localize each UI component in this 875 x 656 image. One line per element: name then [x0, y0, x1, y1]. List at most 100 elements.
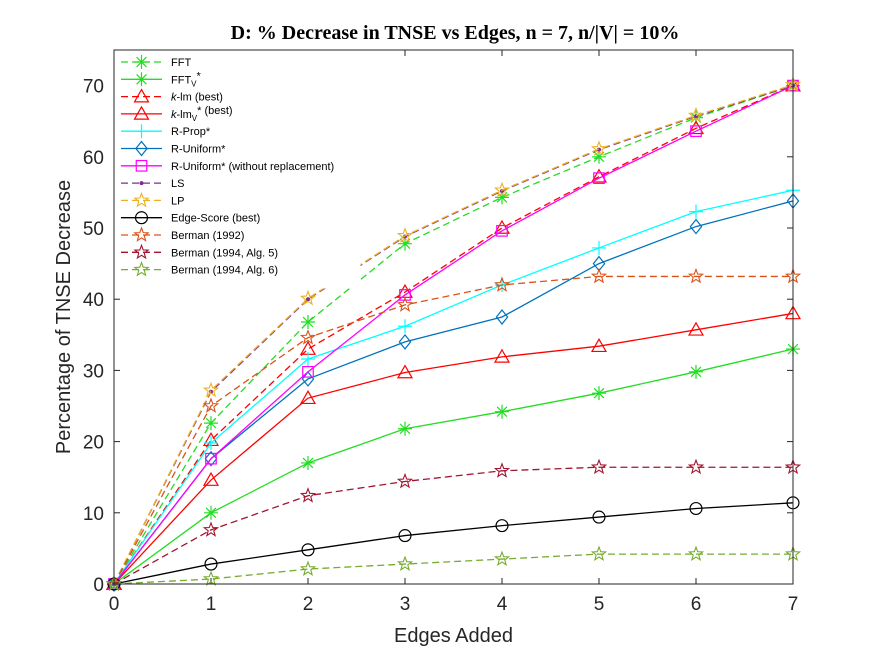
legend-label: FFTV*	[171, 70, 202, 88]
legend-marker	[133, 191, 150, 208]
y-tick-label: 0	[93, 575, 104, 596]
data-point	[301, 543, 315, 557]
legend-label-text: -lm	[177, 109, 192, 121]
x-axis-label: Edges Added	[394, 625, 513, 647]
legend-label: Edge-Score (best)	[171, 213, 260, 225]
data-point	[302, 365, 314, 378]
data-point	[398, 421, 412, 436]
data-point	[592, 240, 606, 255]
data-point	[202, 381, 220, 398]
legend-marker	[135, 140, 148, 157]
data-point	[204, 557, 218, 571]
data-point	[493, 462, 511, 478]
data-point	[590, 140, 608, 156]
data-point	[301, 314, 315, 329]
x-tick-label: 1	[206, 594, 217, 615]
legend-marker	[135, 159, 148, 172]
legend-label: LP	[171, 195, 184, 207]
series-line	[113, 553, 793, 585]
data-point	[299, 487, 317, 503]
legend-label: FFT	[171, 57, 191, 69]
legend-box	[114, 50, 361, 289]
y-tick-label: 40	[83, 290, 104, 311]
legend-label: R-Prop*	[171, 126, 211, 138]
data-point	[398, 529, 412, 543]
legend-marker	[134, 124, 149, 139]
data-point	[204, 450, 218, 467]
series-line	[113, 312, 794, 585]
y-tick-label: 30	[83, 361, 104, 382]
data-point	[687, 106, 705, 123]
data-point	[204, 436, 218, 451]
data-point	[687, 321, 705, 336]
x-tick-label: 7	[788, 594, 799, 615]
legend-label-text: LS	[171, 178, 184, 190]
legend-label-text: R-Uniform*	[171, 144, 226, 156]
series-line	[113, 85, 794, 585]
legend-label-subscript: V	[191, 79, 197, 88]
y-tick-label: 60	[83, 148, 104, 169]
series-line	[113, 85, 794, 585]
data-point	[205, 452, 217, 465]
legend-label-subscript: V	[192, 114, 198, 123]
data-point	[396, 296, 414, 312]
series-line	[113, 348, 794, 585]
data-point	[396, 364, 414, 379]
data-point	[687, 545, 705, 562]
data-point	[689, 501, 703, 516]
data-point	[592, 149, 606, 164]
x-tick-label: 2	[303, 594, 314, 615]
data-point	[689, 204, 703, 219]
legend-marker	[133, 261, 150, 277]
series-3	[105, 305, 802, 590]
data-point	[306, 297, 310, 302]
data-point	[301, 455, 315, 470]
data-point	[590, 458, 608, 475]
legend-label: R-Uniform*	[171, 144, 226, 156]
series-line	[113, 84, 794, 585]
legend-label: R-Uniform* (without replacement)	[171, 161, 334, 173]
legend-label-text: Berman (1992)	[171, 230, 244, 242]
data-point	[687, 267, 705, 284]
data-point	[597, 147, 601, 152]
data-point	[299, 329, 317, 345]
y-tick-label: 50	[83, 219, 104, 240]
legend-label-italic: k	[171, 92, 177, 104]
data-point	[495, 404, 509, 419]
x-tick-label: 3	[400, 594, 411, 615]
data-point	[590, 545, 608, 562]
data-point	[689, 218, 703, 235]
data-point	[592, 510, 606, 524]
legend-marker	[133, 105, 150, 120]
legend-label: Berman (1992)	[171, 230, 244, 242]
series-line	[113, 502, 794, 585]
data-point	[398, 319, 412, 334]
legend-marker	[133, 88, 150, 103]
data-point	[493, 550, 511, 567]
legend-label-text: FFT	[171, 74, 191, 86]
series-line	[113, 84, 794, 585]
x-tick-label: 0	[109, 594, 120, 615]
data-point	[495, 309, 509, 325]
series-line	[113, 200, 794, 585]
data-point	[396, 472, 414, 489]
data-point	[399, 289, 411, 301]
data-point	[398, 333, 412, 350]
y-axis-label: Percentage of TNSE Decrease	[53, 180, 75, 454]
y-tick-label: 10	[83, 504, 104, 525]
data-point	[496, 224, 508, 237]
legend-label-text: Berman (1994, Alg. 6)	[171, 265, 278, 277]
data-point	[593, 172, 605, 185]
data-point	[202, 521, 220, 537]
y-tick-label: 70	[83, 77, 104, 98]
data-point	[398, 236, 412, 251]
data-point	[495, 519, 509, 533]
x-tick-label: 5	[594, 594, 605, 615]
plot-frame	[113, 49, 794, 585]
data-point	[590, 337, 608, 353]
data-point	[301, 352, 315, 367]
series-line	[113, 275, 793, 585]
series-10	[105, 267, 802, 591]
data-point	[687, 120, 705, 135]
